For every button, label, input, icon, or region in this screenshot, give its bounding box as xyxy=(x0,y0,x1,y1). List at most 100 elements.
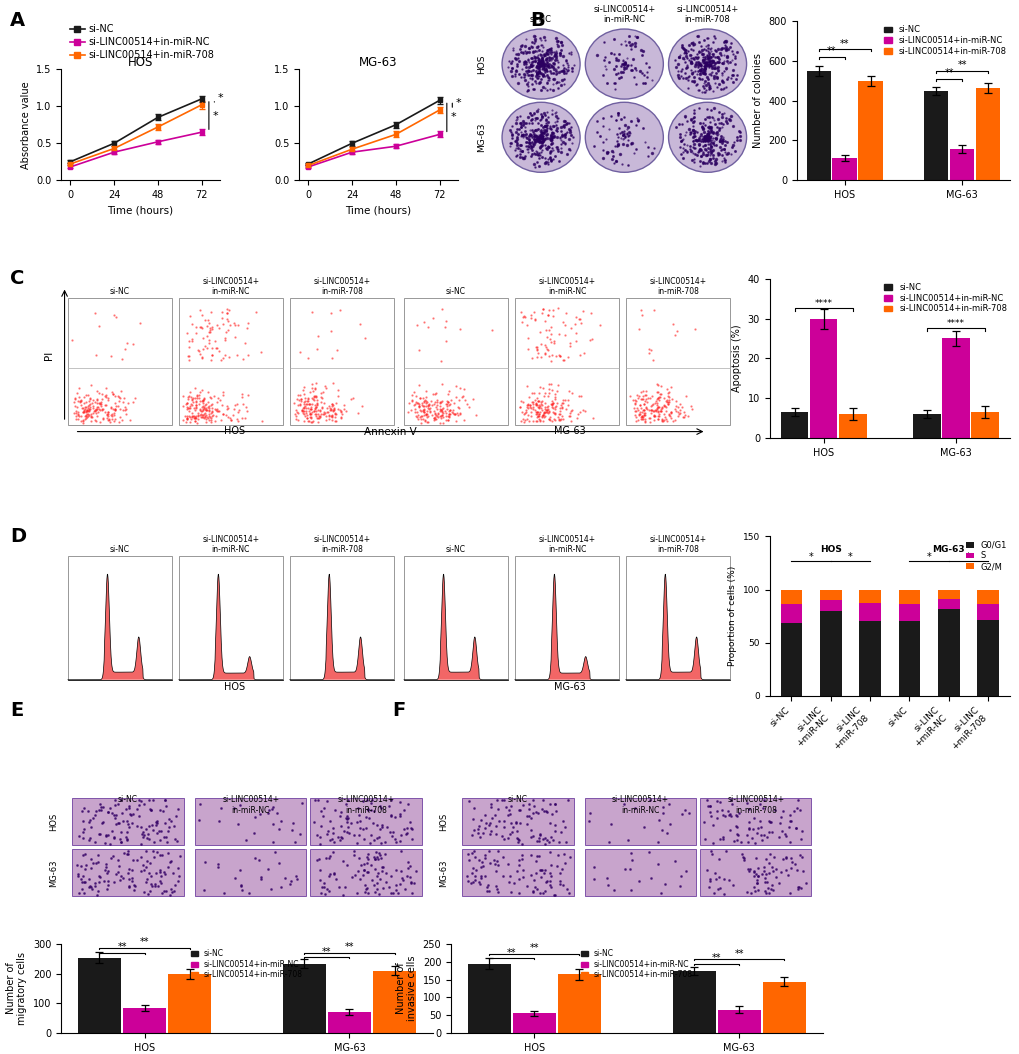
Point xyxy=(200,410,216,427)
Point xyxy=(182,399,199,416)
Point xyxy=(558,880,575,897)
Text: si-NC: si-NC xyxy=(530,15,551,24)
Point xyxy=(229,317,246,334)
Point xyxy=(106,406,122,423)
Bar xyxy=(195,798,306,845)
Point xyxy=(464,844,480,861)
Point xyxy=(296,412,312,429)
Point xyxy=(297,397,313,414)
Point xyxy=(288,391,305,408)
Point xyxy=(301,396,317,413)
Point xyxy=(652,401,668,417)
Point xyxy=(530,399,546,416)
Point xyxy=(136,796,152,813)
Point xyxy=(122,806,139,823)
Point xyxy=(110,852,126,868)
Point xyxy=(212,412,228,429)
Point xyxy=(525,385,541,402)
Point xyxy=(348,884,365,901)
Point xyxy=(77,403,94,419)
Point xyxy=(440,393,457,410)
Point xyxy=(114,393,130,410)
Point xyxy=(324,412,340,429)
Point xyxy=(540,404,556,421)
Point xyxy=(621,860,637,877)
Point xyxy=(86,403,102,419)
Point xyxy=(329,401,345,417)
Point xyxy=(81,399,97,416)
Point xyxy=(767,870,784,886)
Point xyxy=(239,314,256,331)
Point xyxy=(779,867,795,884)
Point xyxy=(460,846,476,863)
Point xyxy=(408,863,424,880)
Point xyxy=(541,411,557,428)
Point xyxy=(195,406,211,423)
Point xyxy=(511,399,527,416)
Point xyxy=(198,402,214,418)
Point xyxy=(93,395,109,412)
Point xyxy=(229,816,246,833)
Point xyxy=(316,875,332,892)
Point xyxy=(81,832,97,848)
Bar xyxy=(699,850,811,896)
Point xyxy=(709,881,726,898)
Point xyxy=(78,406,95,423)
Text: MG-63: MG-63 xyxy=(476,122,485,152)
Point xyxy=(79,403,96,419)
Point xyxy=(158,834,174,851)
Point xyxy=(195,391,211,408)
Point xyxy=(423,393,439,410)
Point xyxy=(108,806,124,823)
Point xyxy=(319,793,335,809)
Point xyxy=(141,865,157,882)
Point xyxy=(662,405,679,422)
Point xyxy=(359,863,375,880)
Point xyxy=(411,389,427,406)
Point xyxy=(649,834,665,851)
Point xyxy=(314,384,330,401)
Point xyxy=(314,879,330,896)
Point xyxy=(206,413,222,430)
Point xyxy=(132,793,149,809)
Point xyxy=(115,390,131,407)
Point xyxy=(75,395,92,412)
Point xyxy=(774,803,791,820)
Point xyxy=(495,831,512,847)
Point xyxy=(542,856,558,873)
Point xyxy=(213,800,229,817)
Point xyxy=(428,407,444,424)
Point xyxy=(745,863,761,880)
Point xyxy=(477,867,493,884)
Point xyxy=(300,350,316,367)
Point xyxy=(290,387,307,404)
Point xyxy=(637,410,653,427)
Point xyxy=(76,799,93,816)
Point xyxy=(69,411,86,428)
Point xyxy=(198,399,214,416)
Point xyxy=(735,848,751,865)
Point xyxy=(82,877,98,894)
Point xyxy=(672,402,688,418)
Point xyxy=(91,395,107,412)
Point xyxy=(132,848,149,865)
Point xyxy=(533,800,549,817)
Point xyxy=(634,410,650,427)
Point xyxy=(626,403,642,419)
Point xyxy=(649,376,665,393)
Point xyxy=(195,330,211,347)
Point xyxy=(540,411,556,428)
Point xyxy=(731,804,747,821)
Point xyxy=(93,397,109,414)
Point xyxy=(85,399,101,416)
Point xyxy=(297,393,313,410)
Point xyxy=(650,812,666,828)
Point xyxy=(495,848,512,865)
Point xyxy=(123,861,140,878)
Point xyxy=(105,401,121,417)
Point xyxy=(324,374,340,391)
Point xyxy=(749,859,765,876)
Bar xyxy=(515,298,619,425)
Point xyxy=(103,348,119,365)
Point xyxy=(628,412,644,429)
